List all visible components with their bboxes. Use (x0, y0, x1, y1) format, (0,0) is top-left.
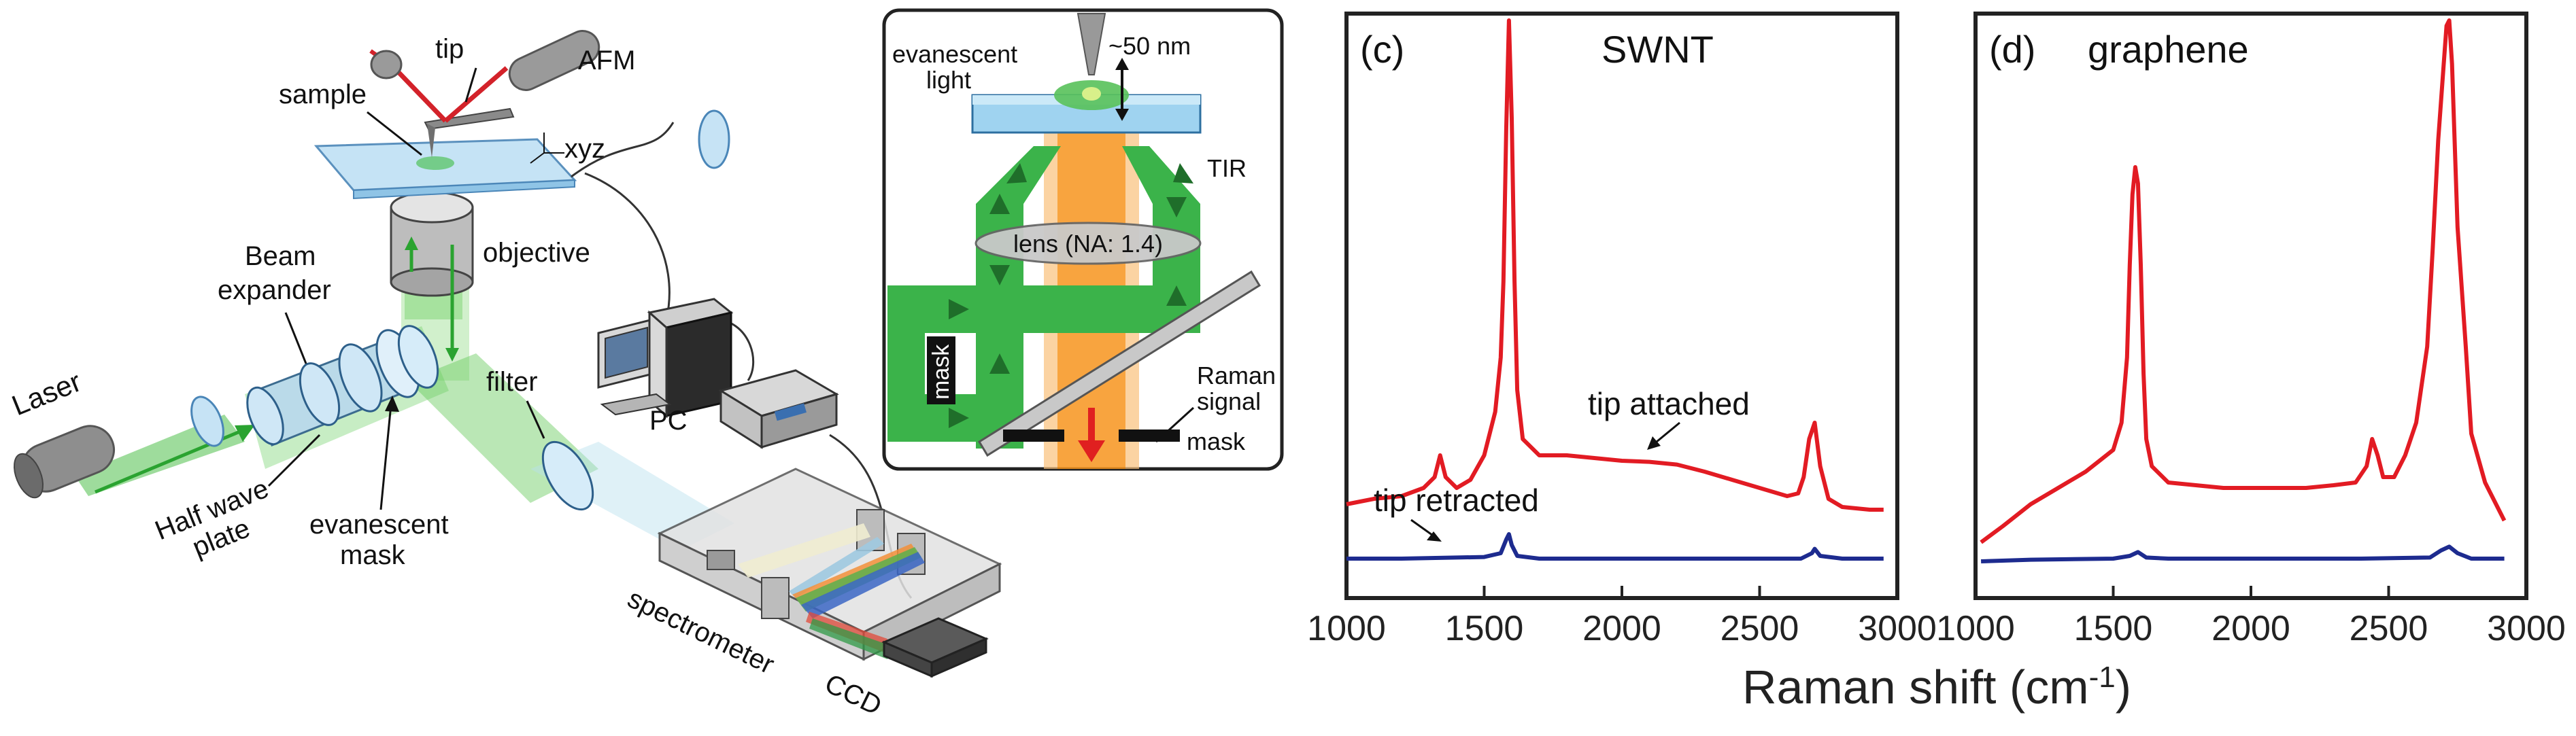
beam-expander-label-1: Beam (245, 241, 316, 271)
chart-d-series-tip-retracted (1981, 544, 2505, 563)
shared-x-axis-label: Raman shift (cm-1) (1742, 661, 2131, 714)
sample-label: sample (279, 80, 367, 109)
evanescent-mask-pointer (379, 404, 392, 510)
chart-c-x-tick-label-1500: 1500 (1445, 609, 1524, 648)
afm-photodiode (370, 50, 403, 80)
afm-laser-head (508, 30, 600, 91)
chart-c-frame (1344, 12, 1899, 600)
ccd-camera (881, 617, 989, 678)
afm-laser-beam-1 (392, 66, 447, 123)
tip-label: tip (435, 34, 464, 64)
laser (14, 425, 115, 499)
chart-c-annotation-retracted: tip retracted (1374, 483, 1539, 518)
bottom-mask-bar-right (1119, 430, 1180, 442)
chart-d-title: graphene (2088, 28, 2249, 71)
beam-expander-pointer (284, 312, 307, 364)
inset-lens (975, 222, 1202, 265)
objective-label: objective (483, 238, 590, 268)
afm-tip (424, 107, 515, 158)
evanescent-core (1082, 87, 1101, 101)
afm-laser-beam-2 (443, 66, 509, 123)
half-wave-plate (190, 396, 224, 447)
gap-label: ~50 nm (1108, 32, 1191, 60)
chart-c-annotation-retracted-pointer (1410, 519, 1436, 538)
chart-d-panel-label: (d) (1989, 28, 2035, 71)
inset-tip (1077, 13, 1106, 75)
evanescent-mask-label-2: mask (340, 540, 406, 570)
chart-d-frame (1973, 12, 2528, 600)
chart-d-x-tick-label-3000: 3000 (2487, 609, 2566, 648)
bottom-mask-label: mask (1187, 427, 1246, 455)
chart-c-annotation-attached-pointer (1652, 421, 1680, 446)
chart-c-x-tick-label-1000: 1000 (1307, 609, 1386, 648)
inset-mask-label-bg (927, 336, 955, 404)
chart-d-series-tip-attached (1980, 18, 2507, 544)
xyz-axes-icon (530, 133, 564, 164)
objective (390, 191, 474, 362)
raman-arrow-head (1078, 440, 1105, 462)
green-arrows (949, 163, 1193, 428)
raman-signal-pointer (1155, 406, 1195, 443)
inset-diagram: mask (882, 8, 1284, 471)
evanescent-mask-disc (397, 325, 439, 389)
chart-c-panel-label: (c) (1360, 28, 1404, 71)
cable-pc-stage (584, 172, 671, 320)
setup-diagram: Laser Half wave plate Beam expander evan… (7, 30, 1002, 722)
sample-stage (313, 138, 577, 200)
dichroic-mirror (977, 270, 1261, 457)
filter-pointer (526, 400, 545, 439)
pc-label: PC (649, 406, 688, 436)
half-wave-pointer (267, 434, 321, 487)
evanescent-mask-pointer-head (385, 396, 399, 412)
chart-d: 1000 1500 2000 2500 3000 (d) graphene (1936, 12, 2566, 648)
bottom-mask-bar-left (1003, 430, 1064, 442)
green-beam-right (1122, 146, 1200, 204)
green-horizontal (887, 285, 1200, 333)
green-left-column (887, 285, 925, 442)
evanescent-light-label-1: evanescent (892, 40, 1017, 68)
chart-d-x-tick-label-2000: 2000 (2211, 609, 2290, 648)
chart-d-x-tick-label-1500: 1500 (2074, 609, 2153, 648)
cable-stage-afm (571, 122, 675, 178)
pc-computer (597, 298, 734, 419)
tir-label: TIR (1207, 154, 1247, 182)
controller-box (718, 369, 839, 449)
chart-d-ticks: 1000 1500 2000 2500 3000 (1936, 586, 2566, 648)
laser-label: Laser (7, 365, 86, 421)
spare-lens (698, 109, 730, 169)
raman-signal-label-2: signal (1197, 387, 1261, 415)
lens-label: lens (NA: 1.4) (1013, 230, 1163, 258)
filter-label: filter (486, 367, 538, 397)
evanescent-light-label-2: light (926, 66, 971, 94)
chart-c-series-tip-retracted (1346, 532, 1884, 561)
beam-expander (246, 329, 420, 446)
chart-c-x-tick-label-2500: 2500 (1721, 609, 1799, 648)
beam-expander-label-2: expander (218, 275, 331, 305)
chart-c-annotation-attached: tip attached (1588, 386, 1750, 421)
raman-signal-label-1: Raman (1197, 362, 1276, 389)
chart-c: 1000 1500 2000 2500 3000 (c) SWNT tip attach… (1307, 12, 1937, 648)
sample-pointer (367, 111, 422, 156)
ccd-label: CCD (820, 669, 886, 722)
chart-c-title: SWNT (1601, 28, 1714, 71)
inset-mask-vertical-label: mask (928, 344, 954, 400)
chart-c-annotation-attached-head (1647, 436, 1661, 450)
chart-c-x-tick-label-3000: 3000 (1858, 609, 1937, 648)
tip-pointer (464, 67, 477, 103)
evanescent-mask-label-1: evanescent (309, 510, 449, 540)
chart-c-annotation-retracted-head (1427, 531, 1442, 542)
gap-double-arrow (1115, 58, 1129, 121)
chart-c-ticks: 1000 1500 2000 2500 3000 (1307, 586, 1937, 648)
chart-d-x-tick-label-1000: 1000 (1936, 609, 2015, 648)
chart-c-series-tip-attached (1346, 18, 1884, 512)
chart-c-x-tick-label-2000: 2000 (1582, 609, 1661, 648)
filter (541, 440, 594, 511)
afm-label: AFM (578, 46, 635, 75)
chart-d-x-tick-label-2500: 2500 (2350, 609, 2428, 648)
